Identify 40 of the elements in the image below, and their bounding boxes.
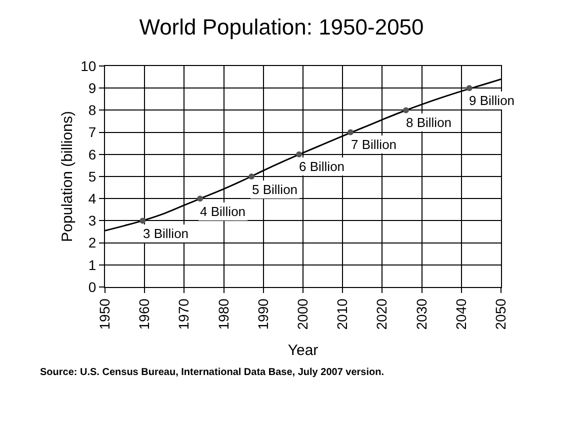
y-tick-label: 0 [88, 278, 96, 295]
x-tick-label: 1990 [254, 298, 271, 330]
data-label: 3 Billion [143, 226, 189, 241]
y-tick-label: 10 [80, 58, 96, 74]
x-tick-label: 2010 [334, 298, 350, 330]
x-tick-label: 2030 [413, 298, 430, 330]
point [197, 196, 204, 202]
y-tick-label: 7 [88, 124, 96, 140]
x-axis-title: Year [288, 342, 318, 359]
data-label: 4 Billion [200, 204, 246, 219]
y-tick-label: 9 [88, 80, 96, 96]
data-label: 9 Billion [469, 93, 515, 108]
point [348, 129, 354, 136]
x-tick-label: 1960 [136, 298, 152, 330]
point [402, 107, 409, 114]
data-label: 8 Billion [406, 115, 452, 130]
x-tick-label: 1950 [96, 298, 113, 330]
x-tick-label: 2020 [374, 298, 390, 330]
chart-title: World Population: 1950-2050 [139, 14, 424, 40]
y-tick-label: 8 [88, 102, 96, 118]
x-tick-label: 2000 [294, 298, 311, 330]
point [466, 85, 472, 92]
data-label: 5 Billion [252, 182, 298, 197]
data-label: 6 Billion [299, 159, 345, 174]
x-tick-label: 1970 [176, 298, 192, 330]
point [248, 174, 255, 180]
y-tick-label: 1 [88, 256, 96, 273]
y-tick-label: 2 [88, 234, 96, 251]
y-tick-label: 3 [88, 212, 96, 229]
point [296, 151, 302, 158]
data-label: 7 Billion [351, 137, 397, 152]
y-tick-label: 4 [88, 190, 96, 206]
x-tick-label: 2040 [452, 298, 469, 330]
x-tick-label: 1980 [215, 298, 232, 330]
y-tick-label: 5 [88, 168, 96, 184]
source-note: Source: U.S. Census Bureau, International Data Base, July 2007 version. [40, 367, 384, 378]
y-tick-label: 6 [88, 146, 96, 162]
x-tick-label: 2050 [492, 298, 509, 330]
y-axis-title: Population (billions) [58, 111, 76, 242]
point [140, 218, 146, 224]
